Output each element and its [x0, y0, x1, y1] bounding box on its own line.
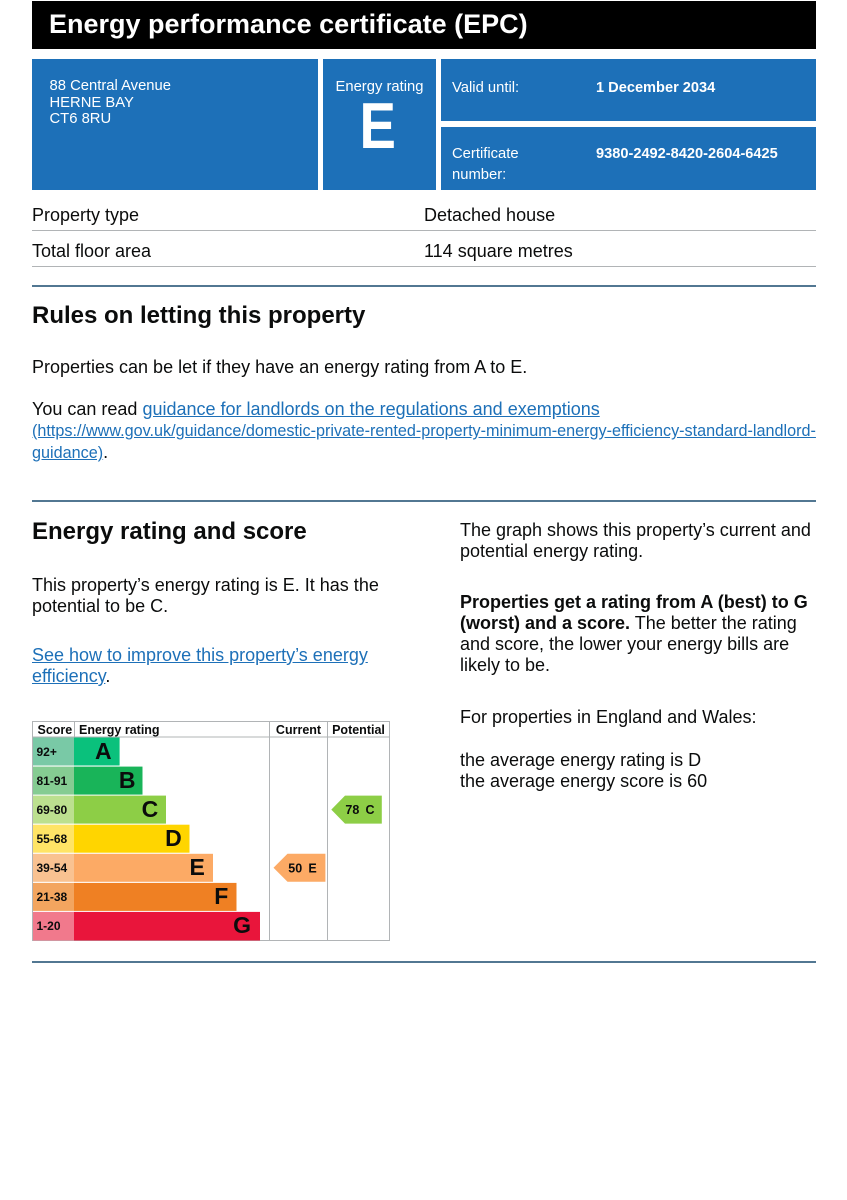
- svg-text:21-38: 21-38: [37, 890, 68, 904]
- svg-text:A: A: [95, 738, 112, 764]
- svg-text:78 C: 78 C: [345, 803, 374, 817]
- svg-text:F: F: [214, 883, 228, 909]
- svg-text:B: B: [119, 767, 136, 793]
- svg-text:D: D: [165, 825, 182, 851]
- svg-text:92+: 92+: [37, 745, 57, 759]
- svg-text:Current: Current: [276, 723, 322, 737]
- svg-text:Energy rating: Energy rating: [79, 723, 160, 737]
- svg-text:Score: Score: [38, 723, 73, 737]
- svg-text:39-54: 39-54: [37, 861, 68, 875]
- svg-text:1-20: 1-20: [37, 919, 61, 933]
- svg-text:G: G: [233, 912, 251, 938]
- svg-text:E: E: [190, 854, 205, 880]
- svg-text:C: C: [142, 796, 159, 822]
- svg-text:69-80: 69-80: [37, 803, 68, 817]
- svg-text:Potential: Potential: [332, 723, 385, 737]
- svg-text:50 E: 50 E: [288, 861, 317, 875]
- svg-text:55-68: 55-68: [37, 832, 68, 846]
- svg-text:81-91: 81-91: [37, 774, 68, 788]
